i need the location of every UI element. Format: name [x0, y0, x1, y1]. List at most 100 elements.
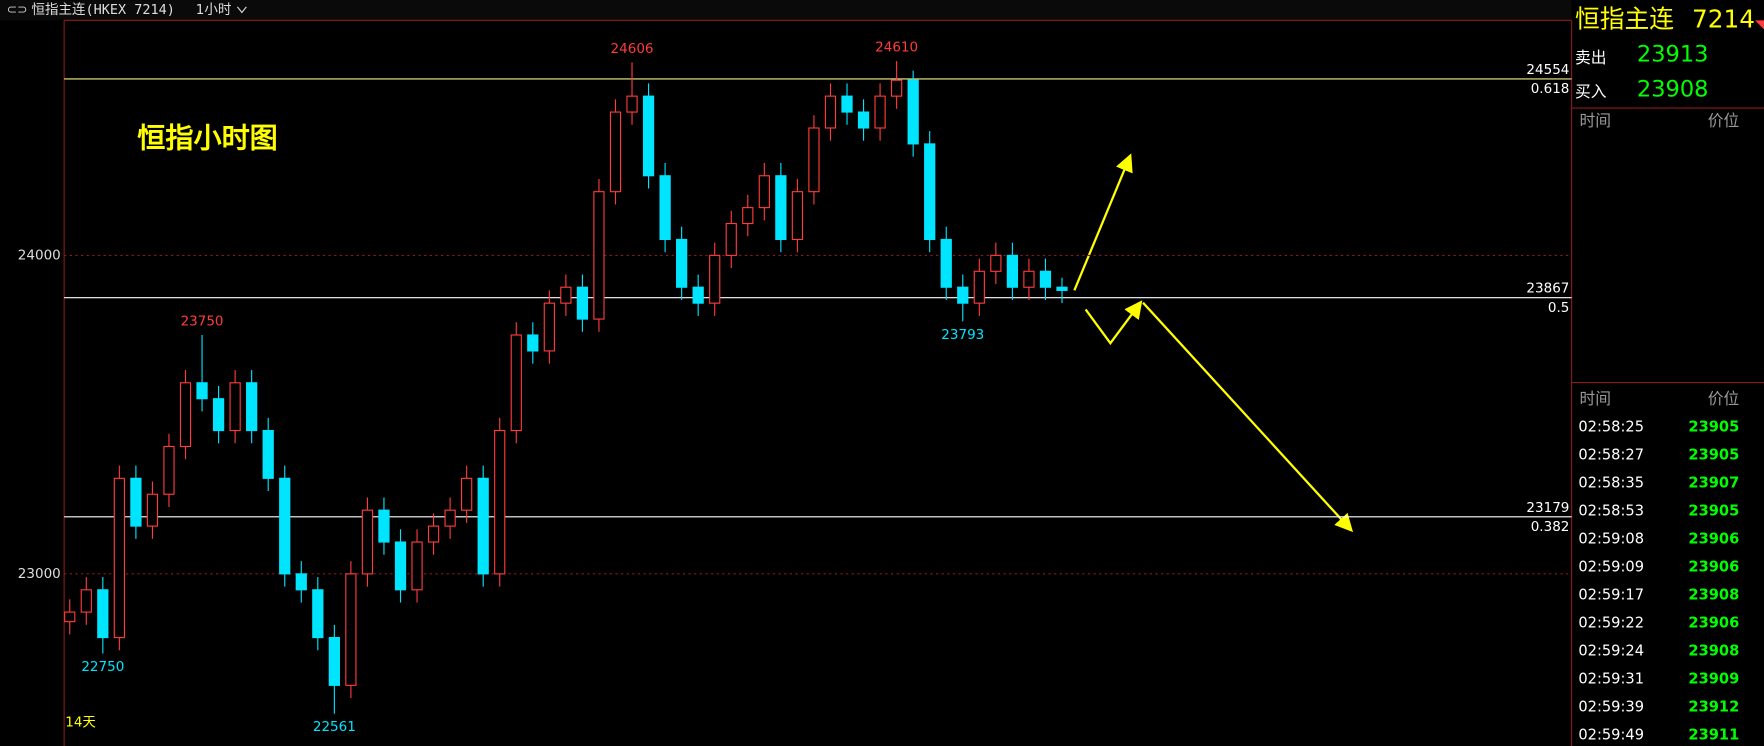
menu-icon[interactable]: ⊂⊃: [7, 3, 28, 17]
candle-body: [973, 270, 985, 304]
arrow-up: [1073, 153, 1133, 291]
trade-time: 02:59:17: [1578, 587, 1644, 604]
trade-price: 23909: [1688, 671, 1739, 688]
candle-body: [758, 175, 770, 209]
trade-time: 02:59:09: [1578, 559, 1644, 576]
toolbar: [0, 0, 1572, 21]
candle-body: [295, 573, 307, 591]
candle-body: [328, 637, 340, 686]
fib-price: 24554: [1526, 62, 1569, 78]
candle-body: [560, 286, 572, 304]
candle-body: [692, 286, 704, 304]
candle-body: [990, 254, 1002, 272]
trade-price: 23906: [1688, 559, 1739, 576]
candle-body: [146, 493, 159, 527]
candle-body: [1039, 270, 1052, 288]
candle-body: [312, 589, 324, 639]
panel-name: 恒指主连: [1575, 4, 1674, 33]
trade-price: 23905: [1688, 419, 1739, 436]
candle-body: [411, 541, 423, 591]
candle-body: [642, 95, 655, 177]
extreme-label: 22750: [81, 659, 124, 675]
sell-price: 23913: [1637, 42, 1709, 68]
forecast-arrows: [1073, 153, 1354, 533]
buy-price: 23908: [1637, 77, 1709, 103]
fib-price: 23867: [1526, 281, 1569, 297]
candle-body: [957, 286, 969, 304]
candle-body: [543, 302, 555, 352]
candle-body: [907, 79, 919, 145]
extreme-label: 22561: [313, 719, 356, 735]
candle-body: [130, 477, 142, 527]
trade-time: 02:58:35: [1578, 475, 1644, 492]
candle-body: [676, 238, 688, 288]
candle-body: [510, 334, 522, 432]
candle-body: [394, 541, 407, 591]
candle-body: [361, 509, 374, 575]
extreme-label: 24606: [611, 41, 654, 57]
candle-body: [924, 143, 936, 241]
price-header: 价位: [1708, 389, 1740, 408]
candle-body: [808, 127, 820, 193]
interval-select[interactable]: 1小时: [196, 2, 232, 18]
symbol[interactable]: 恒指主连(HKEX 7214): [32, 2, 175, 18]
candle-body: [1056, 286, 1068, 291]
chart-title: 恒指小时图: [137, 122, 278, 155]
candle-body: [97, 589, 109, 639]
fib-price: 23179: [1526, 500, 1569, 516]
trade-price: 23905: [1688, 447, 1739, 464]
candle-body: [80, 589, 92, 613]
candle-body: [378, 509, 390, 543]
trade-price: 23908: [1688, 643, 1739, 660]
trade-time: 02:59:22: [1578, 615, 1644, 632]
arrow-pullback: [1084, 300, 1143, 346]
trade-price: 23907: [1688, 475, 1739, 492]
candle-body: [196, 382, 208, 400]
trade-time: 02:58:53: [1578, 503, 1644, 520]
fib-ratio: 0.382: [1531, 519, 1570, 535]
candle-body: [444, 509, 456, 527]
candle-body: [527, 334, 539, 352]
candle-body: [427, 525, 440, 543]
trade-price: 23912: [1688, 699, 1739, 716]
panel-code: 7214: [1692, 4, 1755, 33]
candle-body: [709, 254, 721, 304]
y-tick-label: 24000: [18, 247, 61, 263]
extreme-label: 23793: [941, 327, 984, 343]
trade-time: 02:59:39: [1578, 699, 1644, 716]
candle-body: [212, 398, 225, 432]
candle-body: [163, 445, 175, 495]
candle-body: [64, 611, 76, 623]
dropdown-caret[interactable]: [236, 6, 247, 14]
candle-body: [576, 286, 589, 320]
candle-body: [626, 95, 638, 113]
extreme-label: 23750: [181, 314, 224, 330]
candle-body: [477, 477, 489, 575]
candle-body: [179, 382, 192, 448]
extreme-label: 24610: [875, 40, 918, 56]
trade-price: 23906: [1688, 615, 1739, 632]
candle-body: [725, 222, 737, 256]
trade-price: 23906: [1688, 531, 1739, 548]
candle-body: [857, 111, 870, 129]
period-label: 14天: [65, 714, 96, 730]
candle-body: [791, 191, 804, 241]
trade-price: 23908: [1688, 587, 1739, 604]
trade-time: 02:59:08: [1578, 531, 1644, 548]
candle-body: [940, 238, 952, 288]
candle-body: [246, 382, 258, 432]
sell-label: 卖出: [1575, 48, 1607, 67]
candle-body: [345, 573, 357, 686]
candle-body: [1006, 254, 1019, 288]
fib-ratio: 0.5: [1548, 300, 1569, 316]
trade-time: 02:59:24: [1578, 643, 1644, 660]
arrow-down: [1142, 301, 1354, 533]
candle-body: [824, 95, 837, 129]
candle-body: [593, 191, 605, 320]
time-header: 时间: [1580, 389, 1612, 408]
candle-body: [841, 95, 853, 113]
price-header: 价位: [1708, 111, 1740, 130]
time-header: 时间: [1580, 111, 1612, 130]
